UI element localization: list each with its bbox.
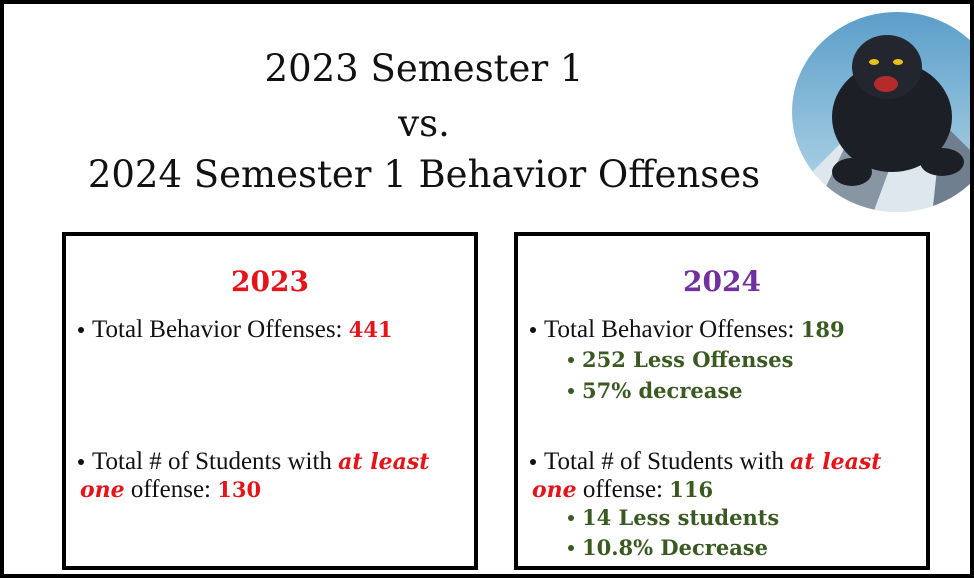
sub-bullet-text: 57% decrease [582, 376, 743, 406]
value: 189 [801, 317, 845, 342]
panel-2024: 2024 Total Behavior Offenses: 189 252 Le… [514, 232, 930, 570]
bullet-text: Total Behavior Offenses: 441 [92, 315, 393, 345]
label: Total Behavior Offenses: [92, 316, 349, 343]
bullet [568, 357, 574, 363]
label: Total # of Students with [92, 448, 338, 475]
emphasis: one [80, 477, 125, 503]
title-line: 2023 Semester 1 [44, 44, 804, 94]
bullet-text: one offense: 116 [532, 475, 713, 505]
value: 130 [217, 477, 261, 502]
sub-bullet-text: 14 Less students [582, 503, 779, 533]
label: Total Behavior Offenses: [544, 316, 801, 343]
sub-bullet-text: 252 Less Offenses [582, 345, 793, 375]
panel-heading: 2023 [66, 264, 474, 300]
bullet-text: Total # of Students with at least [92, 447, 429, 477]
value: 116 [669, 477, 713, 502]
sub-bullet-text: 10.8% Decrease [582, 533, 768, 563]
bullet-text: one offense: 130 [80, 475, 261, 505]
bullet [530, 327, 536, 333]
bullet [568, 545, 574, 551]
bullet-text: Total Behavior Offenses: 189 [544, 315, 845, 345]
label: offense: [577, 476, 670, 503]
panel-heading: 2024 [518, 264, 926, 300]
emphasis: at least [338, 449, 429, 475]
panther-image [792, 12, 974, 216]
bullet-text: Total # of Students with at least [544, 447, 881, 477]
bullet [568, 515, 574, 521]
bullet [568, 388, 574, 394]
emphasis: one [532, 477, 577, 503]
bullet [78, 459, 84, 465]
bullet [530, 459, 536, 465]
title-line: vs. [44, 99, 804, 149]
label: offense: [125, 476, 218, 503]
title-line: 2024 Semester 1 Behavior Offenses [44, 150, 804, 200]
panel-2023: 2023 Total Behavior Offenses: 441 Total … [62, 232, 478, 570]
emphasis: at least [790, 449, 881, 475]
value: 441 [349, 317, 393, 342]
bullet [78, 327, 84, 333]
slide: 2023 Semester 1 vs. 2024 Semester 1 Beha… [0, 0, 974, 578]
label: Total # of Students with [544, 448, 790, 475]
